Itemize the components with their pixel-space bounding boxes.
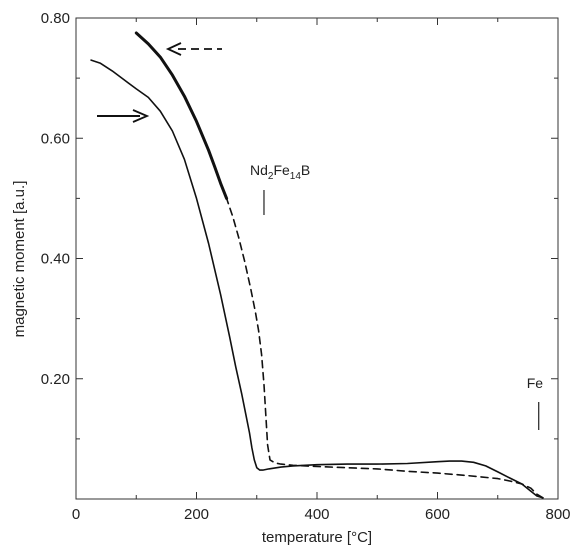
y-axis-title: magnetic moment [a.u.] [11, 181, 28, 338]
arrow-layer [97, 42, 222, 123]
y-tick-label: 0.20 [41, 371, 70, 388]
x-tick-label: 400 [304, 506, 329, 523]
fe-label: Fe [527, 375, 544, 391]
series-line-heating-0 [90, 59, 544, 499]
series-layer [90, 31, 544, 499]
series-line-cooling-2 [134, 31, 229, 200]
annotation-layer: Nd2Fe14B Fe [250, 162, 543, 430]
heating-arrow-head [132, 109, 150, 123]
x-tick-label: 800 [545, 506, 570, 523]
cooling-arrow-head [165, 42, 182, 56]
plot-border [75, 17, 559, 500]
x-tick-label: 0 [72, 506, 80, 523]
y-tick-label: 0.80 [41, 10, 70, 27]
nd2fe14b-label: Nd2Fe14B [250, 162, 310, 182]
x-tick-label: 200 [184, 506, 209, 523]
x-axis-title: temperature [°C] [262, 529, 372, 546]
y-tick-label: 0.40 [41, 251, 70, 268]
x-tick-label: 600 [425, 506, 450, 523]
y-tick-label: 0.60 [41, 130, 70, 147]
plot-frame [75, 17, 559, 500]
series-line-cooling-1 [225, 197, 544, 499]
axis-ticks: 0 200 400 600 800 0.20 0.40 0.60 0.80 [41, 10, 571, 523]
